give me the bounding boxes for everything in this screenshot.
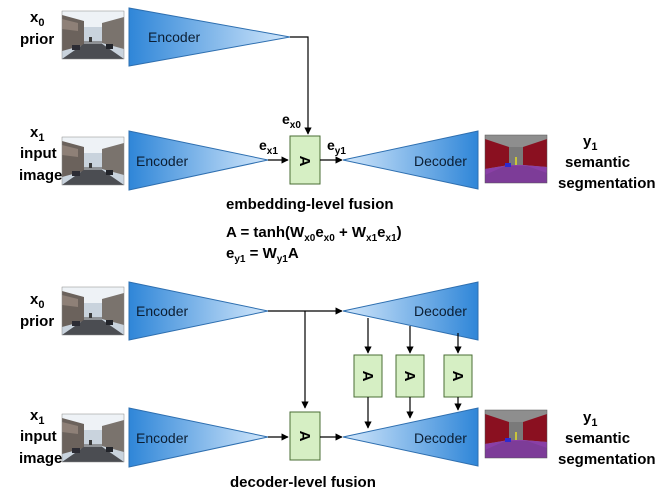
bottom-x1-label: x1 <box>30 407 44 427</box>
top-x0-label: x0 <box>30 9 44 29</box>
top-y1-label: y1 <box>583 133 597 153</box>
bottom-x0-word: prior <box>20 313 54 330</box>
bottom-prior-image <box>61 286 125 336</box>
top-ey1-label: ey1 <box>327 137 346 157</box>
equation-attention: A = tanh(Wx0ex0 + Wx1ex1) <box>226 224 402 244</box>
top-decoder-label: Decoder <box>414 153 467 169</box>
bottom-output-decoder <box>342 407 479 467</box>
top-attention-label: A <box>296 156 313 167</box>
bottom-output-image <box>484 409 548 459</box>
bottom-x0-label: x0 <box>30 291 44 311</box>
bottom-output-word1: semantic <box>565 430 630 447</box>
bottom-prior-decoder <box>342 281 479 341</box>
bottom-output-decoder-label: Decoder <box>414 430 467 446</box>
top-input-encoder-label: Encoder <box>136 153 188 169</box>
top-output-word2: segmentation <box>558 175 656 192</box>
bottom-attention-block-2 <box>395 354 425 398</box>
bottom-attention-label-2: A <box>401 371 418 382</box>
bottom-input-encoder-label: Encoder <box>136 430 188 446</box>
top-fusion-caption: embedding-level fusion <box>226 196 394 213</box>
top-x0-word: prior <box>20 31 54 48</box>
top-decoder <box>342 130 479 190</box>
bottom-prior-encoder <box>128 281 269 341</box>
bottom-fusion-caption: decoder-level fusion <box>230 474 376 491</box>
top-output-word1: semantic <box>565 154 630 171</box>
top-x1-label: x1 <box>30 124 44 144</box>
bottom-prior-decoder-label: Decoder <box>414 303 467 319</box>
bottom-attention-label-3: A <box>449 371 466 382</box>
top-output-image <box>484 134 548 184</box>
bottom-attention-block-3 <box>443 354 473 398</box>
top-ex1-label: ex1 <box>259 137 278 157</box>
bottom-output-word2: segmentation <box>558 451 656 468</box>
bottom-attention-label-0: A <box>296 431 313 442</box>
bottom-attention-label-1: A <box>359 371 376 382</box>
bottom-prior-encoder-label: Encoder <box>136 303 188 319</box>
top-ex0-label: ex0 <box>282 111 301 131</box>
top-x1-word2: image <box>19 167 62 184</box>
top-input-image <box>61 136 125 186</box>
bottom-x1-word1: input <box>20 428 57 445</box>
equation-output: ey1 = Wy1A <box>226 245 299 265</box>
top-input-encoder <box>128 130 269 191</box>
top-prior-arrow <box>290 36 312 135</box>
top-x1-word1: input <box>20 145 57 162</box>
bottom-attention-block-0 <box>289 411 321 461</box>
top-attention-block <box>289 135 321 185</box>
bottom-x1-word2: image <box>19 450 62 467</box>
top-prior-encoder-label: Encoder <box>148 29 200 45</box>
bottom-input-encoder <box>128 407 269 468</box>
top-prior-image <box>61 10 125 60</box>
bottom-input-image <box>61 413 125 463</box>
top-prior-encoder <box>128 7 291 67</box>
bottom-attention-block-1 <box>353 354 383 398</box>
bottom-y1-label: y1 <box>583 409 597 429</box>
